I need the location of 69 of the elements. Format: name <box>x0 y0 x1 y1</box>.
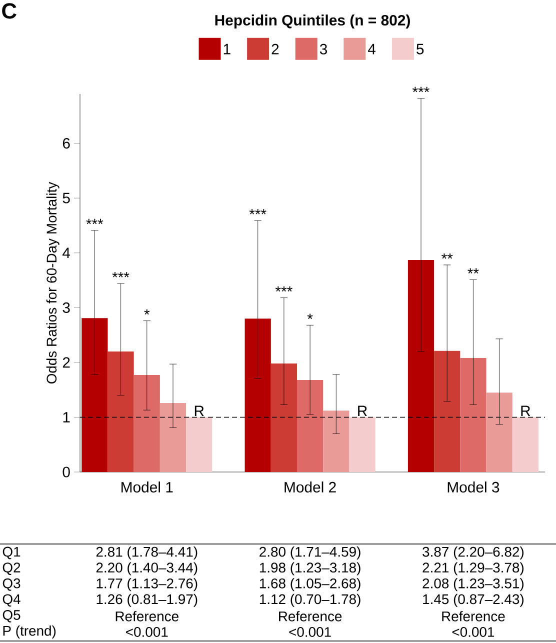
text: 1.12 (0.70–1.78) <box>260 594 360 607</box>
text: Q2 <box>2 562 20 575</box>
text: 1.68 (1.05–2.68) <box>260 578 360 592</box>
y-tick-label: 0 <box>62 466 70 478</box>
x-tick-label: Model 3 <box>448 482 500 492</box>
annotation: *** <box>249 209 266 214</box>
bar <box>297 380 324 472</box>
legend-label: 5 <box>416 44 424 54</box>
y-tick-label: 1 <box>63 412 70 422</box>
text: P (trend) <box>3 626 56 639</box>
annotation: *** <box>112 272 130 278</box>
annotation: * <box>307 314 313 319</box>
text: <0.001 <box>289 627 331 637</box>
text: Reference <box>442 611 505 622</box>
bar <box>408 260 434 472</box>
x-tick-label: Model 2 <box>284 482 336 492</box>
bar <box>108 351 134 472</box>
bar <box>460 358 486 472</box>
y-tick-label: 6 <box>62 138 70 149</box>
bar <box>323 410 350 472</box>
annotation: ** <box>442 253 453 259</box>
text: 2.08 (1.23–3.51) <box>422 578 524 592</box>
text: Q4 <box>2 594 20 607</box>
text: Reference <box>116 611 178 622</box>
text: 2.21 (1.29–3.78) <box>422 562 524 576</box>
legend-label: 1 <box>224 44 230 54</box>
annotation: *** <box>275 286 292 292</box>
data-label: R <box>194 406 204 416</box>
bar <box>270 364 298 472</box>
text: 3.87 (2.20–6.82) <box>422 546 524 560</box>
text: 2.20 (1.40–3.44) <box>96 562 198 576</box>
legend-label: 3 <box>320 44 327 54</box>
annotation: ** <box>468 268 479 274</box>
bar <box>434 350 460 472</box>
y-tick-label: 4 <box>62 248 70 258</box>
text: Q3 <box>2 578 20 591</box>
x-tick-label: Model 1 <box>122 482 173 492</box>
text: Reference <box>279 611 342 622</box>
bar <box>160 402 186 472</box>
legend-title: Hepcidin Quintiles (n = 802) <box>215 14 410 28</box>
text: <0.001 <box>452 627 494 637</box>
text: 1.26 (0.81–1.97) <box>96 594 198 607</box>
bar <box>244 318 271 472</box>
bar <box>349 417 376 472</box>
y-tick-label: 5 <box>62 192 70 204</box>
y-axis-title: Odds Ratios for 60-Day Mortality <box>46 182 60 384</box>
text: Q5 <box>2 610 20 622</box>
text: Q1 <box>2 546 20 560</box>
data-label: R <box>521 406 530 416</box>
text: 1.77 (1.13–2.76) <box>96 578 198 592</box>
y-tick-label: 2 <box>62 357 70 368</box>
text: 1.98 (1.23–3.18) <box>260 562 360 576</box>
legend-label: 2 <box>272 44 279 54</box>
text: 2.80 (1.71–4.59) <box>260 546 360 560</box>
data-label: R <box>358 406 367 416</box>
text: 2.81 (1.78–4.41) <box>96 546 198 560</box>
text: C <box>2 3 16 19</box>
annotation: * <box>144 309 150 315</box>
legend-label: 4 <box>368 44 376 54</box>
text: 1.45 (0.87–2.43) <box>423 594 524 607</box>
text: <0.001 <box>126 627 168 637</box>
bar <box>134 375 160 472</box>
bar <box>82 318 108 472</box>
bar <box>486 392 512 472</box>
annotation: *** <box>86 218 104 224</box>
bar <box>512 417 538 472</box>
y-tick-label: 3 <box>62 302 70 313</box>
text: *** <box>412 86 430 92</box>
bar <box>186 417 212 472</box>
